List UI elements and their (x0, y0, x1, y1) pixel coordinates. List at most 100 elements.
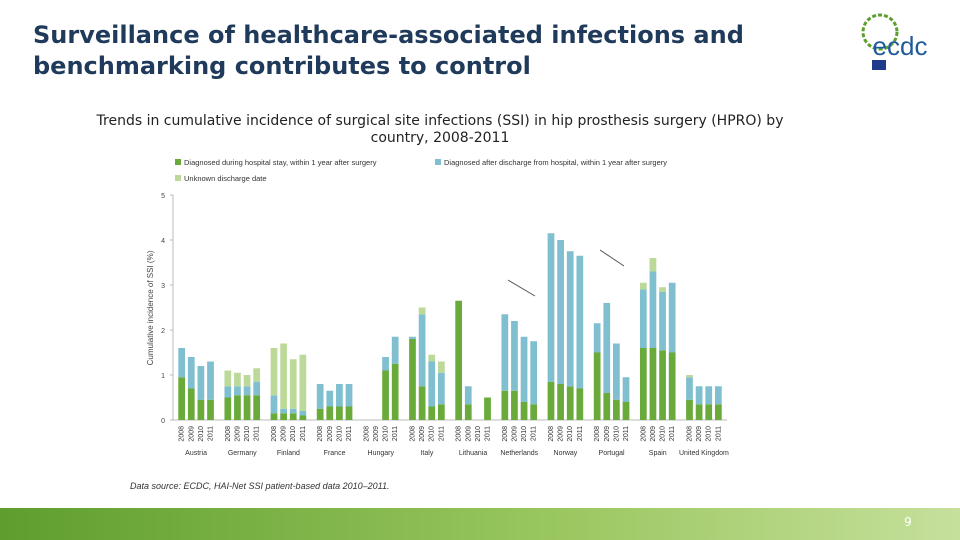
x-tick-label: 2008 (456, 426, 463, 442)
bar-segment (603, 303, 611, 393)
bar-segment (705, 386, 713, 405)
bar-segment (622, 377, 630, 402)
bar-segment (418, 307, 426, 315)
bar-segment (659, 291, 666, 351)
x-tick-label: 2008 (225, 426, 232, 442)
bar-segment (178, 377, 186, 420)
bar-segment (253, 381, 261, 396)
x-tick-label: 2011 (300, 426, 307, 441)
bar-segment (382, 357, 389, 371)
legend-label: Diagnosed after discharge from hospital,… (444, 158, 667, 167)
bar-segment (576, 255, 584, 389)
bar-segment (224, 386, 232, 398)
x-tick-label: 2009 (419, 426, 426, 442)
bar-segment (326, 406, 334, 420)
x-tick-label: 2011 (485, 426, 492, 441)
group-label: Austria (185, 450, 207, 457)
bar-segment (649, 258, 657, 272)
bar-segment (224, 370, 232, 387)
legend-swatch (435, 159, 441, 165)
bar-segment (520, 336, 528, 402)
bar-segment (639, 282, 647, 290)
chart-title: Trends in cumulative incidence of surgic… (96, 113, 784, 146)
x-tick-label: 2009 (696, 426, 703, 442)
bar-segment (659, 350, 666, 420)
bar-segment (557, 384, 564, 420)
x-tick-label: 2011 (438, 426, 445, 441)
x-tick-label: 2011 (577, 426, 584, 441)
bar-segment (289, 408, 297, 414)
y-tick-label: 0 (161, 418, 165, 425)
bar-segment (547, 233, 555, 382)
bar-segment (530, 404, 538, 420)
bar-segment (289, 359, 297, 409)
x-tick-label: 2010 (198, 426, 205, 442)
bar-segment (428, 354, 436, 362)
x-tick-label: 2010 (290, 426, 297, 442)
bar-segment (418, 386, 426, 420)
x-tick-label: 2009 (465, 426, 472, 442)
legend-label: Diagnosed during hospital stay, within 1… (184, 158, 377, 167)
x-tick-label: 2008 (317, 426, 324, 442)
bar-segment (197, 399, 205, 420)
x-tick-label: 2008 (271, 426, 278, 442)
bar-segment (668, 282, 676, 353)
x-tick-label: 2010 (244, 426, 251, 442)
x-tick-label: 2010 (429, 426, 436, 442)
group-label: Italy (420, 450, 433, 457)
bar-segment (270, 348, 278, 396)
bar-segment (649, 348, 657, 420)
bar-segment (622, 402, 630, 420)
x-tick-label: 2009 (281, 426, 288, 442)
bar-segment (418, 314, 426, 387)
bar-segment (178, 348, 186, 378)
bar-segment (253, 368, 261, 382)
bar-segment (187, 388, 195, 420)
bar-segment (511, 321, 518, 391)
x-tick-label: 2008 (409, 426, 416, 442)
group-label: Lithuania (459, 450, 488, 457)
bar-segment (234, 395, 241, 420)
bar-segment (593, 352, 601, 420)
bar-segment (695, 386, 703, 405)
legend-swatch (175, 175, 181, 181)
bar-segment (234, 386, 241, 396)
bar-segment (668, 352, 676, 420)
x-tick-label: 2008 (686, 426, 693, 442)
bar-segment (270, 413, 278, 420)
bar-segment (639, 289, 647, 348)
bar-segment (336, 406, 343, 420)
bar-segment (639, 348, 647, 420)
bar-segment (511, 390, 518, 420)
bar-segment (299, 415, 307, 420)
bar-segment (253, 395, 261, 420)
bar-segment (593, 323, 601, 353)
bar-segment (686, 375, 693, 378)
bar-segment (501, 314, 509, 391)
bar-segment (234, 372, 241, 387)
bar-segment (484, 397, 491, 420)
x-tick-label: 2009 (327, 426, 334, 442)
source-note: Data source: ECDC, HAI-Net SSI patient-b… (130, 481, 389, 491)
bar-segment (326, 390, 334, 407)
x-tick-label: 2010 (706, 426, 713, 442)
bar-segment (280, 408, 287, 414)
bar-segment (243, 386, 251, 396)
bar-segment (686, 377, 693, 400)
bar-segment (576, 388, 584, 420)
group-label: Norway (554, 450, 578, 457)
bar-segment (391, 363, 399, 420)
x-tick-label: 2010 (567, 426, 574, 442)
bar-segment (547, 381, 555, 420)
bar-segment (437, 404, 445, 420)
bar-segment (391, 336, 399, 364)
bar-segment (695, 404, 703, 420)
x-tick-label: 2010 (660, 426, 667, 442)
bar-segment (243, 395, 251, 420)
bar-segment (464, 404, 472, 420)
bar-segment (316, 408, 324, 420)
y-tick-label: 3 (161, 283, 165, 290)
bar-segment (289, 413, 297, 420)
bar-segment (187, 357, 195, 389)
